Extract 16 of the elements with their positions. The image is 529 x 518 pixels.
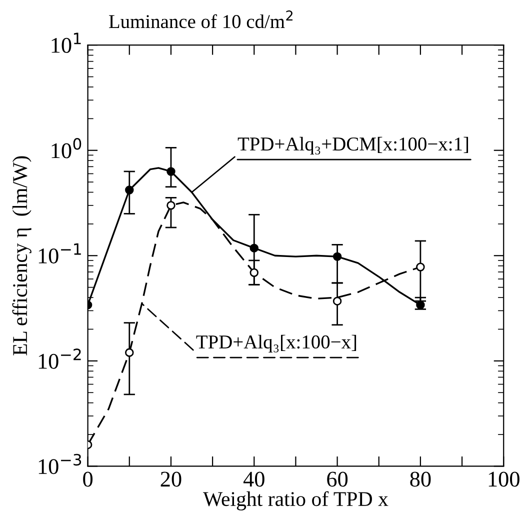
y-tick-label: 10$^{1}$ bbox=[52, 32, 81, 53]
annotation: TPD+Alq₃+DCM[x:100−x:1] bbox=[238, 136, 468, 155]
x-tick-label: 100 bbox=[488, 472, 520, 487]
y-tick-label: 10$^{−2}$ bbox=[38, 348, 81, 369]
annotation: TPD+Alq₃[x:100−x] bbox=[196, 334, 356, 352]
x-tick-label: 80 bbox=[410, 472, 431, 487]
x-tick-label: 0 bbox=[83, 472, 93, 487]
y-tick-label: 10$^{−1}$ bbox=[38, 243, 81, 264]
chart-title: Luminance of 10 cd/m$^{2}$ bbox=[109, 10, 292, 28]
x-axis-title: Weight ratio of TPD x bbox=[203, 491, 388, 510]
y-tick-label: 10$^{−3}$ bbox=[38, 454, 82, 474]
y-tick-label: 10$^{0}$ bbox=[52, 138, 82, 158]
y-axis-title: EL efficiency η (lm/W) bbox=[12, 156, 32, 356]
x-tick-label: 40 bbox=[243, 472, 264, 487]
x-tick-label: 60 bbox=[327, 472, 348, 487]
x-tick-label: 20 bbox=[160, 472, 182, 487]
